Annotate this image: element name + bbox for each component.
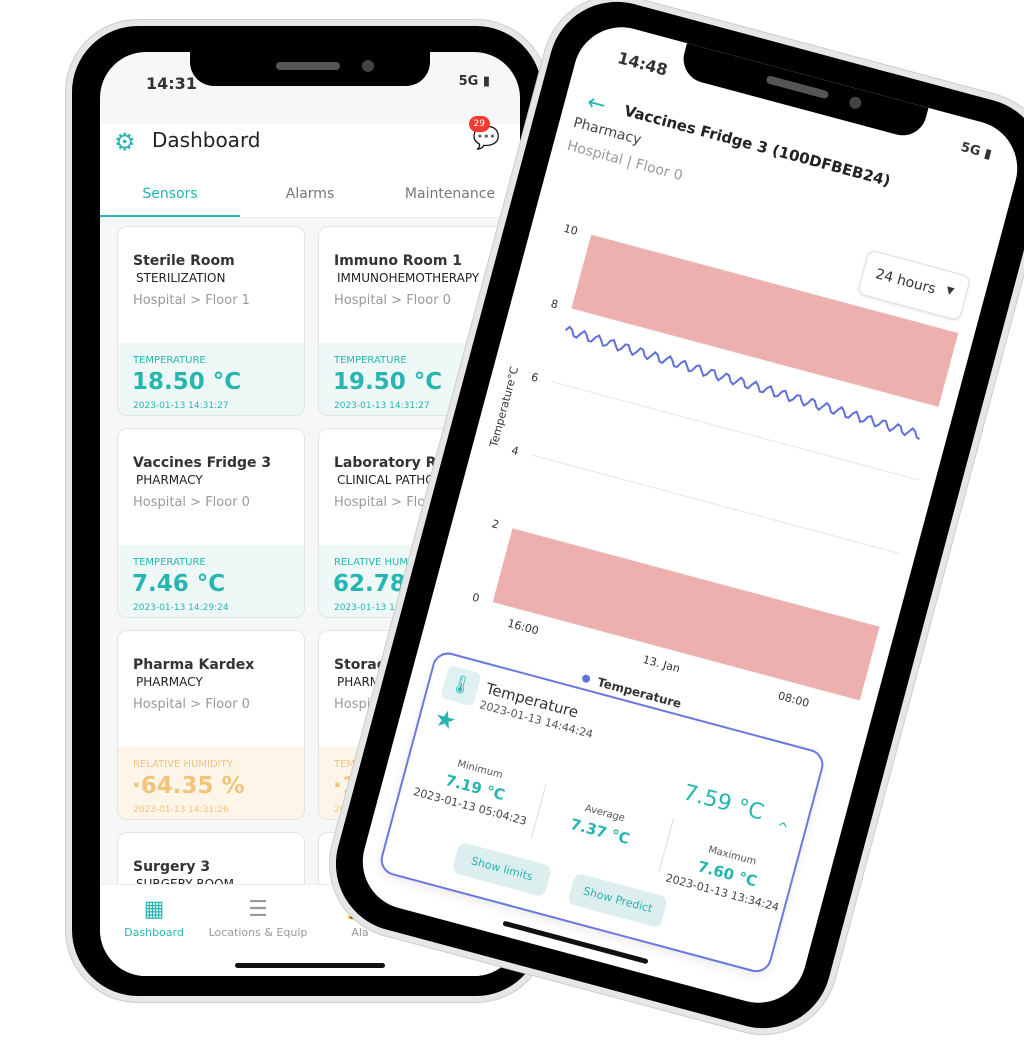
tab-maintenance[interactable]: Maintenance (404, 186, 496, 202)
x-tick-label: 08:00 (777, 689, 811, 710)
sensor-department: CLINICAL PATHO (337, 473, 435, 487)
legend-marker (582, 674, 591, 683)
y-tick-label: 0 (471, 591, 481, 605)
notification-badge: 29 (468, 116, 490, 132)
sensor-department: IMMUNOHEMOTHERAPY (337, 271, 480, 285)
metric-label: RELATIVE HUMIDITY (133, 759, 233, 770)
metric-value: ·64.35 % (132, 773, 245, 799)
reading-timestamp: 2023-01-13 14:31:27 (334, 401, 430, 411)
y-tick-label: 2 (490, 517, 500, 531)
status-time: 14:48 (615, 48, 670, 80)
sensor-name: Surgery 3 (133, 859, 211, 875)
show-limits-button[interactable]: Show limits (451, 841, 553, 898)
sensor-detail-phone: 14:48 5G ▮ ← Vaccines Fridge 3 (100DFBEB… (313, 0, 1024, 1051)
metric-label: TEMPERATURE (334, 355, 407, 366)
stat-minimum: Minimum 7.19 °C 2023-01-13 05:04:23 (411, 758, 529, 828)
sensor-location: Hospit (334, 697, 376, 712)
sensor-department: PHARMACY (136, 675, 203, 689)
sensor-department: PHARM (337, 675, 381, 689)
sensor-name: Sterile Room (133, 253, 235, 269)
sensor-detail-screen: 14:48 5G ▮ ← Vaccines Fridge 3 (100DFBEB… (352, 16, 1024, 1014)
sensor-card[interactable]: Vaccines Fridge 3 PHARMACY Hospital > Fl… (117, 428, 305, 618)
status-time: 14:31 (146, 74, 197, 93)
sensor-department: PHARMACY (136, 473, 203, 487)
y-tick-label: 4 (510, 444, 520, 458)
chevron-up-icon[interactable]: ^ (774, 819, 790, 838)
reading-panel: RELATIVE HUMIDITY ·64.35 % 2023-01-13 14… (118, 747, 304, 819)
metric-label: TEMPERATURE (133, 557, 206, 568)
server-icon: ☰ (248, 897, 268, 922)
gridline (531, 454, 900, 554)
star-icon[interactable]: ★ (431, 703, 460, 736)
reading-panel: TEMPERATURE 18.50 °C 2023-01-13 14:31:27 (118, 343, 304, 415)
nav-dashboard[interactable]: ▦ Dashboard (100, 897, 214, 939)
sensor-card[interactable]: Pharma Kardex PHARMACY Hospital > Floor … (117, 630, 305, 820)
x-tick-label: 16:00 (506, 617, 540, 638)
grid-icon: ▦ (143, 897, 165, 922)
reading-timestamp: 2023-01-13 14:31:26 (133, 805, 229, 815)
status-network: 5G ▮ (959, 139, 994, 163)
stat-maximum: Maximum 7.60 °C 2023-01-13 13:34:24 (664, 844, 781, 915)
nav-locations[interactable]: ☰ Locations & Equip (198, 897, 318, 939)
reading-timestamp: 2023-01-13 14:3 (334, 603, 410, 613)
notch (190, 52, 430, 86)
y-axis-label: Temperature°C (487, 365, 521, 450)
sensor-card[interactable]: Sterile Room STERILIZATION Hospital > Fl… (117, 226, 305, 416)
back-arrow-icon[interactable]: ← (584, 89, 609, 119)
metric-label: RELATIVE HUMID (334, 557, 419, 568)
status-network: 5G ▮ (458, 74, 490, 89)
reading-panel: TEMPERATURE 7.46 °C 2023-01-13 14:29:24 (118, 545, 304, 617)
reading-timestamp: 2023-01-13 14:31:27 (133, 401, 229, 411)
metric-value: 7.46 °C (132, 571, 226, 597)
tab-alarms[interactable]: Alarms (285, 186, 335, 202)
sensor-name: Vaccines Fridge 3 (133, 455, 272, 471)
tab-sensors[interactable]: Sensors (100, 174, 240, 217)
metric-label: TEMPERATURE (133, 355, 206, 366)
sensor-location: Hospital > Flo (334, 495, 426, 510)
gear-icon[interactable]: ⚙ (114, 128, 136, 156)
thermometer-icon: 🌡 (440, 664, 482, 707)
sensor-department: STERILIZATION (136, 271, 226, 285)
y-tick-label: 8 (549, 297, 559, 311)
header: ⚙ Dashboard 💬 29 (100, 116, 520, 174)
current-value: 7.59 °C (680, 780, 767, 826)
sensor-name: Immuno Room 1 (334, 253, 463, 269)
temperature-line (564, 325, 920, 440)
sensor-location: Hospital > Floor 1 (133, 293, 250, 308)
reading-timestamp: 2023-01-13 14:29:24 (133, 603, 229, 613)
metric-value: 18.50 °C (132, 369, 242, 395)
sensor-name: Laboratory Roo (334, 455, 456, 471)
show-predict-button[interactable]: Show Predict (567, 872, 669, 929)
sensor-location: Hospital > Floor 0 (334, 293, 451, 308)
home-indicator (235, 963, 385, 968)
y-tick-label: 6 (530, 370, 540, 384)
page-title: Dashboard (152, 128, 261, 152)
sensor-location: Hospital > Floor 0 (133, 697, 250, 712)
tabs: Sensors Alarms Maintenance (100, 174, 520, 218)
chat-icon[interactable]: 💬 29 (468, 116, 500, 151)
limit-band (571, 234, 959, 407)
x-tick-label: 13. Jan (641, 653, 681, 675)
metric-label: TEMP (334, 759, 362, 770)
sensor-name: Pharma Kardex (133, 657, 255, 673)
metric-value: 19.50 °C (333, 369, 443, 395)
sensor-location: Hospital > Floor 0 (133, 495, 250, 510)
limit-band (492, 528, 880, 701)
status-bar: 14:31 5G ▮ (100, 74, 520, 94)
dropdown-arrow-icon: ▼ (944, 284, 956, 298)
y-tick-label: 10 (562, 222, 579, 238)
gridline (551, 381, 919, 481)
stat-average: Average 7.37 °C (568, 802, 632, 849)
